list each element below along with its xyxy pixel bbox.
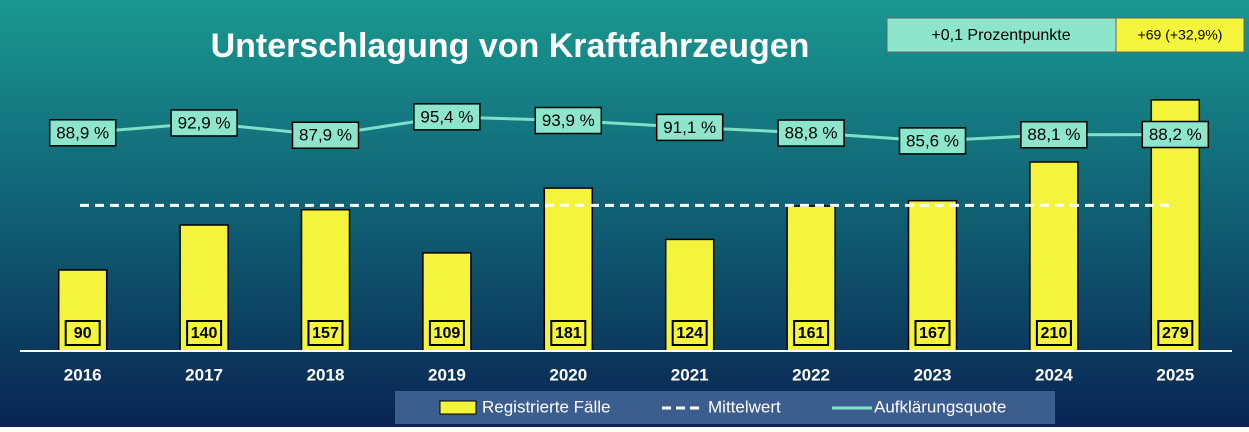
value-label: 140: [191, 325, 218, 342]
rate-label-box: [1020, 121, 1088, 149]
value-label-box: [914, 320, 951, 346]
rate-label: 93,9 %: [542, 111, 595, 130]
annotation: +69 (+32,9%): [1138, 27, 1223, 43]
x-tick-label: 2024: [1035, 365, 1073, 384]
x-tick-label: 2025: [1156, 365, 1194, 384]
value-label-box: [64, 320, 101, 346]
legend-label: Mittelwert: [708, 397, 781, 416]
value-label: 161: [798, 325, 825, 342]
x-tick-label: 2018: [307, 365, 345, 384]
legend-label: Aufklärungsquote: [874, 397, 1006, 416]
rate-label-box: [898, 127, 967, 155]
rate-label: 88,2 %: [1149, 125, 1202, 144]
x-tick-label: 2016: [64, 365, 102, 384]
rate-label-box: [291, 121, 360, 149]
legend-label: Registrierte Fälle: [482, 397, 611, 416]
value-label-box: [793, 320, 830, 346]
x-tick-label: 2020: [549, 365, 587, 384]
rate-label: 91,1 %: [663, 118, 716, 137]
rate-label-box: [170, 109, 238, 137]
value-label-box: [1035, 320, 1072, 346]
x-tick-label: 2021: [671, 365, 709, 384]
rate-label: 87,9 %: [299, 126, 352, 145]
value-label: 181: [555, 325, 582, 342]
value-label: 109: [434, 325, 461, 342]
rate-label-box: [655, 113, 724, 142]
x-tick-label: 2022: [792, 365, 830, 384]
value-label-box: [186, 320, 223, 346]
bar: [1029, 161, 1079, 352]
rate-label: 95,4 %: [420, 107, 473, 126]
value-label: 157: [312, 325, 339, 342]
rate-label: 92,9 %: [178, 113, 231, 132]
legend: [395, 391, 1055, 424]
x-tick-label: 2017: [185, 365, 223, 384]
annotation: +0,1 Prozentpunkte: [931, 27, 1070, 44]
rate-label-box: [413, 103, 481, 131]
value-label: 279: [1162, 325, 1189, 342]
annotation-box: [1115, 17, 1245, 53]
value-label-box: [1157, 320, 1194, 346]
value-label: 124: [676, 325, 703, 342]
value-label-box: [307, 320, 344, 346]
chart-title: Unterschlagung von Kraftfahrzeugen: [211, 27, 810, 65]
legend-swatch: [439, 400, 477, 415]
x-tick-label: 2019: [428, 365, 466, 384]
rate-label-box: [777, 119, 845, 147]
value-label: 210: [1041, 325, 1068, 342]
value-label-box: [671, 320, 708, 346]
annotation-box: [886, 17, 1117, 53]
rate-label-box: [534, 106, 603, 135]
rate-label: 88,1 %: [1027, 125, 1080, 144]
rate-label-box: [48, 119, 117, 147]
rate-label-box: [1141, 120, 1210, 149]
rate-label: 88,9 %: [56, 123, 109, 142]
value-label-box: [428, 320, 465, 346]
x-tick-label: 2023: [914, 365, 952, 384]
value-label-box: [550, 320, 587, 346]
rate-line: [82, 115, 1176, 143]
rate-label: 88,8 %: [785, 124, 838, 143]
value-label: 90: [74, 325, 92, 342]
rate-label: 85,6 %: [906, 131, 959, 150]
value-label: 167: [919, 325, 946, 342]
